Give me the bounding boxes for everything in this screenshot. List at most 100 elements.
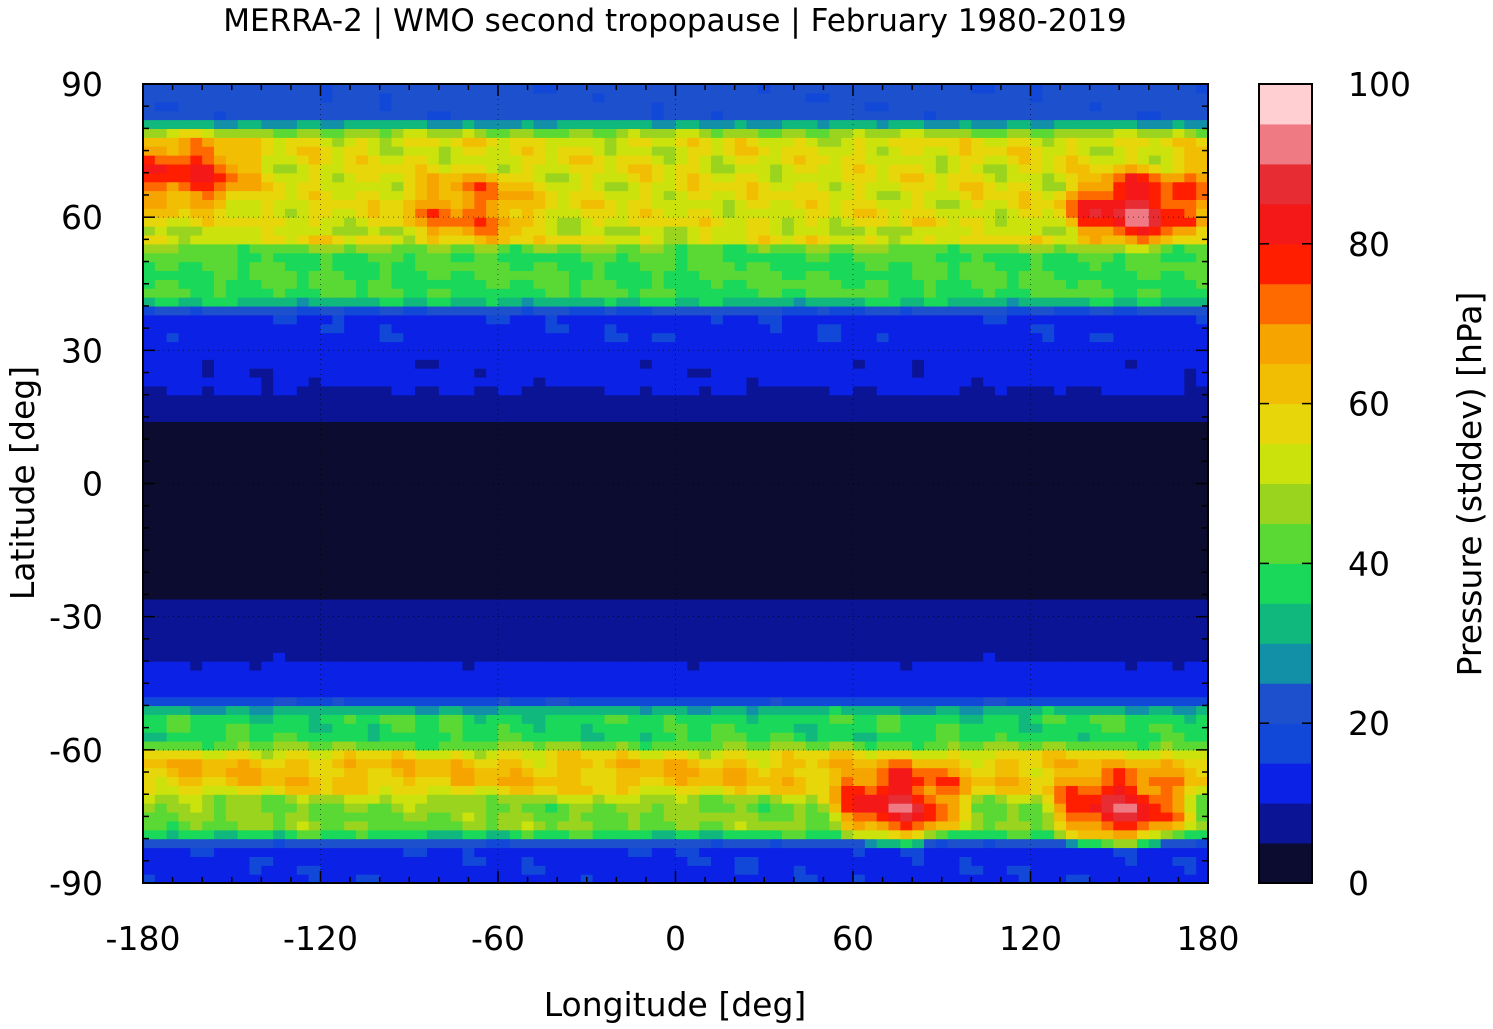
heatmap-cell [190, 607, 203, 618]
heatmap-cell [296, 732, 310, 742]
heatmap-cell [580, 421, 594, 431]
heatmap-cell [758, 510, 771, 520]
heatmap-cell [249, 421, 262, 431]
heatmap-cell [817, 412, 830, 422]
heatmap-cell [841, 749, 854, 760]
heatmap-cell [770, 811, 783, 822]
heatmap-cell [1196, 465, 1209, 476]
heatmap-cell [154, 465, 168, 476]
heatmap-cell [356, 412, 369, 422]
heatmap-cell [237, 421, 251, 431]
heatmap-cell [557, 669, 570, 680]
heatmap-cell [900, 865, 913, 875]
heatmap-cell [1137, 510, 1150, 520]
heatmap-cell [758, 581, 771, 591]
heatmap-cell [853, 687, 866, 698]
heatmap-cell [947, 572, 961, 582]
heatmap-cell [746, 403, 759, 414]
heatmap-cell [912, 732, 925, 742]
heatmap-cell [782, 465, 795, 476]
heatmap-cell [829, 607, 842, 618]
heatmap-cell [971, 669, 984, 680]
heatmap-cell [912, 465, 925, 476]
heatmap-cell [1125, 510, 1138, 520]
heatmap-cell [154, 527, 168, 538]
heatmap-cell [640, 634, 653, 644]
heatmap-cell [1160, 519, 1174, 529]
heatmap-cell [604, 811, 617, 822]
heatmap-cell [427, 856, 440, 866]
heatmap-cell [947, 803, 961, 813]
heatmap-cell [1077, 554, 1091, 564]
heatmap-cell [320, 643, 333, 653]
heatmap-cell [758, 519, 771, 529]
heatmap-cell [1006, 598, 1020, 609]
heatmap-cell [1077, 643, 1091, 653]
heatmap-cell [746, 581, 759, 591]
heatmap-cell [379, 661, 393, 671]
heatmap-cell [1077, 856, 1091, 866]
heatmap-cell [225, 732, 239, 742]
heatmap-cell [1113, 625, 1126, 636]
heatmap-cell [379, 501, 393, 511]
heatmap-cell [770, 669, 783, 680]
heatmap-cell [1018, 847, 1032, 857]
heatmap-cell [1160, 820, 1174, 831]
heatmap-cell [758, 527, 771, 538]
heatmap-cell [864, 519, 878, 529]
heatmap-cell [1054, 447, 1067, 458]
heatmap-cell [1030, 669, 1043, 680]
heatmap-cell [356, 430, 369, 440]
heatmap-cell [1066, 874, 1079, 884]
heatmap-cell [391, 732, 404, 742]
heatmap-cell [415, 483, 428, 493]
heatmap-cell [403, 439, 416, 449]
heatmap-cell [521, 492, 535, 502]
heatmap-cell [509, 776, 523, 786]
heatmap-cell [509, 385, 523, 396]
heatmap-cell [438, 634, 452, 644]
heatmap-cell [1066, 740, 1079, 751]
heatmap-cell [332, 563, 345, 573]
heatmap-cell [202, 492, 215, 502]
heatmap-cell [1006, 572, 1020, 582]
heatmap-cell [746, 687, 759, 698]
heatmap-cell [1125, 519, 1138, 529]
heatmap-cell [782, 847, 795, 857]
heatmap-cell [782, 527, 795, 538]
heatmap-cell [166, 643, 180, 653]
heatmap-cell [580, 510, 594, 520]
heatmap-cell [1148, 758, 1162, 769]
heatmap-cell [1196, 687, 1209, 698]
heatmap-cell [332, 714, 345, 724]
heatmap-cell [888, 652, 901, 662]
heatmap-cell [367, 785, 381, 795]
heatmap-cell [533, 554, 546, 564]
heatmap-cell [438, 696, 452, 707]
heatmap-cell [663, 527, 677, 538]
heatmap-cell [935, 723, 949, 733]
heatmap-cell [1030, 820, 1043, 831]
heatmap-cell [1054, 527, 1067, 538]
heatmap-cell [486, 403, 499, 414]
heatmap-cell [521, 696, 535, 707]
heatmap-cell [569, 519, 582, 529]
heatmap-cell [864, 474, 878, 485]
heatmap-cell [1030, 856, 1043, 866]
heatmap-cell [628, 669, 641, 680]
heatmap-cell [628, 776, 641, 786]
heatmap-cell [853, 652, 866, 662]
heatmap-cell [1054, 430, 1067, 440]
heatmap-cell [711, 554, 724, 564]
heatmap-cell [367, 536, 381, 547]
heatmap-cell [474, 661, 487, 671]
heatmap-cell [935, 643, 949, 653]
heatmap-cell [592, 465, 606, 476]
heatmap-cell [711, 501, 724, 511]
heatmap-cell [486, 634, 499, 644]
heatmap-cell [356, 634, 369, 644]
heatmap-cell [888, 607, 901, 618]
heatmap-cell [1113, 616, 1126, 627]
heatmap-cell [237, 723, 251, 733]
heatmap-cell [344, 705, 357, 715]
